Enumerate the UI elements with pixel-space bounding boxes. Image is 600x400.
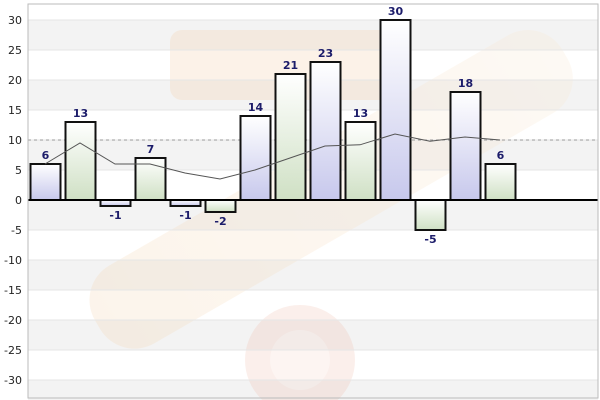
y-tick-label: -10	[4, 254, 22, 267]
grid-lines: 30 25 20 15 10 5 0 -5 -10 -15 -20 -25 -30	[4, 14, 598, 387]
y-tick-label: -15	[4, 284, 22, 297]
y-tick-label: -25	[4, 344, 22, 357]
bar-value-label: 21	[283, 59, 298, 72]
bar	[449, 91, 482, 201]
bar	[204, 199, 237, 213]
grid-band	[28, 380, 598, 400]
bar-value-label: 30	[388, 5, 404, 18]
bar-value-label: 13	[73, 107, 88, 120]
bar	[484, 163, 517, 201]
y-tick-label: 0	[15, 194, 22, 207]
bar-value-label: -1	[109, 209, 121, 222]
y-tick-label: 20	[8, 74, 22, 87]
line-series-group	[44, 133, 501, 180]
bar	[379, 19, 412, 201]
bar-value-label: 18	[458, 77, 473, 90]
bar	[309, 61, 342, 201]
bar-value-label: -2	[214, 215, 226, 228]
y-tick-label: 5	[15, 164, 22, 177]
axes-group	[27, 3, 599, 399]
bar-value-label: -1	[179, 209, 191, 222]
bar-value-label: 6	[497, 149, 505, 162]
bar-value-label: 6	[42, 149, 50, 162]
data-labels-group: 6 13 -1 7 -1 -2 14 21 23 13 30 -5 18 6	[42, 5, 505, 246]
bar	[64, 121, 97, 201]
y-tick-label: 25	[8, 44, 22, 57]
trend-line	[44, 133, 501, 180]
bar	[274, 73, 307, 201]
bar	[29, 163, 62, 201]
bar	[344, 121, 377, 201]
y-tick-label: 15	[8, 104, 22, 117]
y-tick-label: 30	[8, 14, 22, 27]
y-tick-label: -5	[11, 224, 22, 237]
plot-border	[27, 3, 599, 399]
y-tick-label: -30	[4, 374, 22, 387]
bar	[239, 115, 272, 201]
y-tick-label: -20	[4, 314, 22, 327]
bar-value-label: 23	[318, 47, 333, 60]
bar-value-label: 7	[147, 143, 155, 156]
bar-value-label: 14	[248, 101, 264, 114]
bar	[414, 199, 447, 231]
bar-value-label: -5	[424, 233, 436, 246]
bar-value-label: 13	[353, 107, 368, 120]
y-tick-label: 10	[8, 134, 22, 147]
